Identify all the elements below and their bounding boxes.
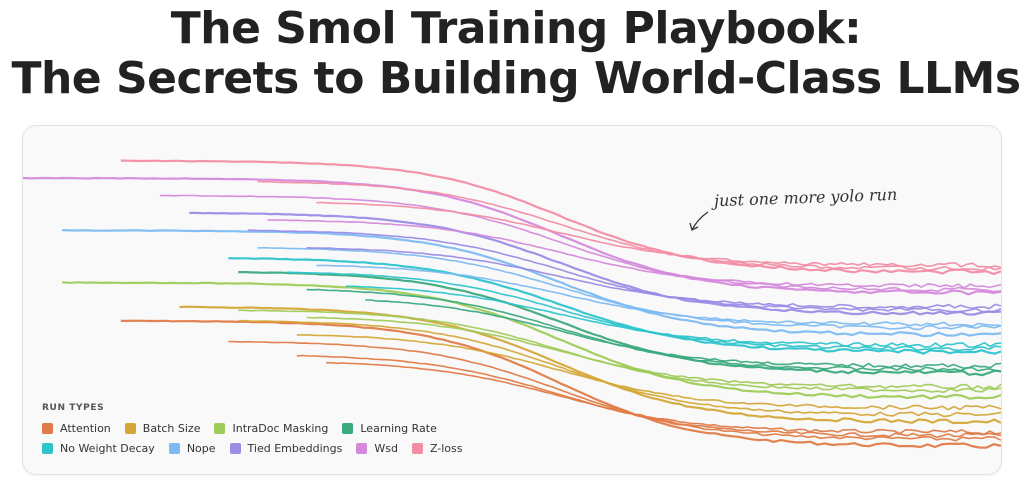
series-line-tied-embeddings [247,229,1001,313]
legend-title: RUN TYPES [42,403,105,413]
series-line-z-loss [257,180,1001,272]
series-line-z-loss [120,159,1001,276]
legend-label: Batch Size [142,421,201,435]
legend-item: IntraDoc Masking [214,421,328,435]
series-line-tied-embeddings [189,211,1001,316]
series-line-intradoc-masking [306,316,1001,390]
legend-label: Wsd [374,441,398,455]
legend-item: Nope [168,441,216,455]
legend-item: Attention [42,421,111,435]
series-line-intradoc-masking [62,281,1001,400]
legend-swatch [42,422,53,434]
legend-swatch [356,442,368,454]
legend-swatch [229,442,241,454]
series-line-nope [316,264,1001,327]
legend-items: Attention Batch Size IntraDoc Masking Learn… [42,421,562,455]
legend-label: Attention [60,421,111,435]
legend-swatch [168,442,180,454]
legend-item: Wsd [356,441,398,455]
series-line-nope [257,246,1001,331]
series-line-wsd [23,176,1001,296]
legend-label: Learning Rate [360,421,437,435]
series-line-attention [228,340,1001,442]
series-line-wsd [267,219,1001,289]
series-line-nope [62,229,1001,338]
chart-legend: RUN TYPES Attention Batch Size IntraDoc Ma… [42,403,562,455]
series-line-attention [120,319,1001,449]
series-line-z-loss [316,201,1001,269]
series-line-attention [326,361,1001,436]
legend-label: Tied Embeddings [247,441,343,455]
legend-label: IntraDoc Masking [232,421,329,435]
legend-label: Nope [186,441,216,455]
legend-swatch [411,442,423,454]
legend-label: Z-loss [429,441,463,455]
series-line-learning-rate [365,299,1001,369]
series-line-batch-size [296,334,1001,411]
legend-item: Tied Embeddings [229,441,343,455]
series-line-learning-rate [306,288,1001,373]
annotation-arrow-icon [689,211,709,231]
page-title: The Smol Training Playbook: The Secrets … [0,4,1032,104]
series-line-no-weight-decay [228,257,1001,355]
series-line-no-weight-decay [345,285,1001,348]
chart-card [22,125,1002,475]
legend-swatch [214,422,226,434]
title-line-2: The Secrets to Building World-Class LLMs [11,53,1021,104]
legend-item: Z-loss [411,441,463,455]
legend-item: Learning Rate [342,421,437,435]
series-line-batch-size [179,305,1001,425]
legend-label: No Weight Decay [60,441,155,455]
series-line-learning-rate [238,271,1001,377]
legend-swatch [342,422,354,434]
title-line-1: The Smol Training Playbook: [170,3,862,54]
loss-curves-chart [23,159,1001,449]
series-line-tied-embeddings [306,246,1001,310]
legend-item: Batch Size [124,421,201,435]
legend-swatch [124,422,136,434]
legend-item: No Weight Decay [42,441,155,455]
legend-swatch [42,442,53,454]
series-line-wsd [159,194,1001,293]
